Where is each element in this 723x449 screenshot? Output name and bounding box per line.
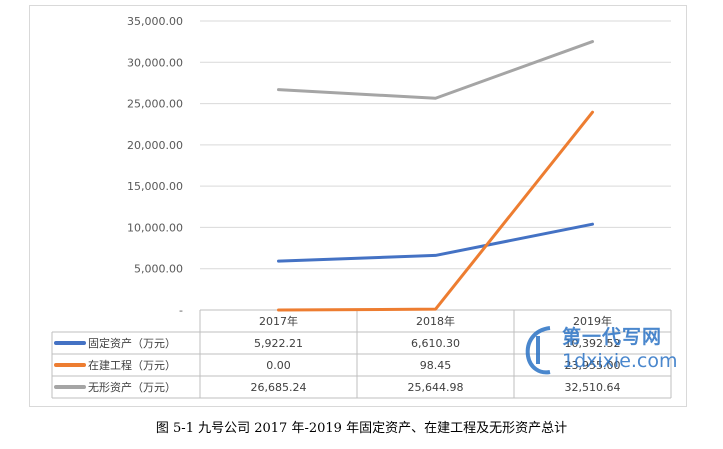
watermark-text-top: 第一代写网 (562, 326, 663, 348)
table-cell-value: 26,685.24 (251, 381, 307, 394)
y-tick-label: 30,000.00 (127, 56, 183, 69)
table-cell-value: 0.00 (266, 359, 291, 372)
y-tick-label: 35,000.00 (127, 15, 183, 28)
y-tick-label: 10,000.00 (127, 221, 183, 234)
series-line (277, 40, 594, 100)
chart-frame (29, 5, 687, 407)
y-tick-label: 5,000.00 (134, 263, 183, 276)
y-tick-label: 25,000.00 (127, 98, 183, 111)
table-cell-value: 10,392.52 (565, 337, 621, 350)
series-label: 固定资产（万元） (88, 336, 176, 350)
y-tick-label: - (179, 304, 183, 317)
line-chart: - 5,000.00 10,000.00 15,000.00 20,000.00 25,0… (51, 15, 672, 399)
series-line (277, 110, 594, 312)
series-label: 在建工程（万元） (88, 358, 176, 372)
watermark-logo-icon (525, 326, 551, 375)
table-cell-value: 98.45 (420, 359, 452, 372)
series-label: 无形资产（万元） (88, 380, 176, 394)
watermark: 第一代写网 1dxixie.com (520, 322, 710, 382)
x-category-label: 2017年 (259, 314, 298, 328)
series-line (277, 222, 594, 263)
watermark-text-bottom: 1dxixie.com (562, 350, 678, 372)
y-tick-label: 20,000.00 (127, 139, 183, 152)
table-cell-value: 32,510.64 (565, 381, 621, 394)
y-tick-label: 15,000.00 (127, 180, 183, 193)
table-cell-value: 23,955.00 (565, 359, 621, 372)
table-cell-value: 5,922.21 (254, 337, 303, 350)
table-cell-value: 25,644.98 (408, 381, 464, 394)
x-category-label: 2018年 (416, 314, 455, 328)
table-cell-value: 6,610.30 (411, 337, 460, 350)
x-category-label: 2019年 (573, 314, 612, 328)
figure-caption: 图 5-1 九号公司 2017 年-2019 年固定资产、在建工程及无形资产总计 (155, 421, 568, 436)
